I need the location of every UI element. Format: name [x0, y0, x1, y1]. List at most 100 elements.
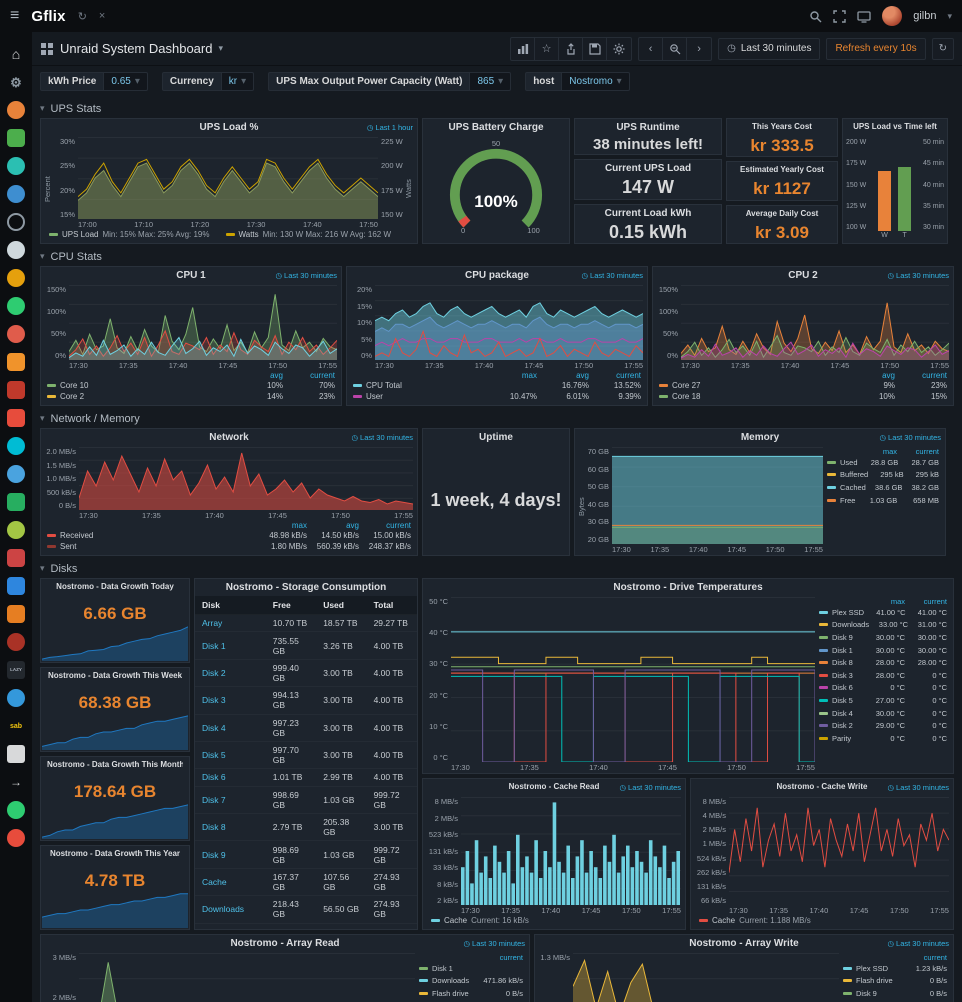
column-header[interactable]: Disk [195, 596, 266, 615]
memory-chart[interactable] [612, 447, 823, 544]
panel-time-override[interactable]: ◷ Last 30 minutes [884, 783, 949, 792]
template-variable[interactable]: host Nostromo ▾ [525, 71, 630, 91]
panel-title[interactable]: UPS Battery Charge [448, 122, 544, 133]
refresh-icon[interactable]: ↻ [77, 10, 87, 23]
bar[interactable]: T [898, 139, 912, 241]
legend-item[interactable]: Disk 5 27.00 °C 0 °C [819, 694, 947, 707]
panel-title[interactable]: Nostromo - Cache Write [776, 782, 868, 791]
settings-icon[interactable]: ⚙ [10, 74, 22, 90]
legend-item[interactable]: Used 28.8 GB 28.7 GB [827, 456, 939, 469]
star-button[interactable]: ☆ [535, 37, 560, 60]
table-row[interactable]: Disk 1 735.55 GB 3.26 TB 4.00 TB [195, 632, 417, 659]
legend-item[interactable]: Downloads 471.86 kB/s [419, 975, 523, 988]
panel-title[interactable]: CPU 2 [788, 270, 818, 281]
zoom-out-button[interactable] [663, 37, 688, 60]
array-read-chart[interactable] [79, 953, 415, 1002]
table-row[interactable]: Downloads 218.43 GB 56.50 GB 274.93 GB [195, 896, 417, 923]
panel-title[interactable]: Nostromo - Array Read [230, 938, 340, 949]
app-icon-17[interactable] [7, 577, 25, 595]
legend-item[interactable]: UPS Load Min: 15% Max: 25% Avg: 19% [49, 230, 210, 239]
app-icon-5[interactable] [7, 241, 25, 259]
table-row[interactable]: Disk 5 997.70 GB 3.00 TB 4.00 TB [195, 741, 417, 768]
legend-item[interactable]: Disk 1 30.00 °C 30.00 °C [819, 644, 947, 657]
panel-title[interactable]: This Years Cost [752, 122, 812, 131]
legend-item[interactable]: Free 1.03 GB 658 MB [827, 494, 939, 507]
avatar[interactable] [882, 6, 903, 26]
legend-item[interactable]: Received 48.98 kB/s 14.50 kB/s 15.00 kB/s [47, 530, 411, 541]
panel-title[interactable]: Nostromo - Data Growth This Week [47, 671, 183, 680]
legend-item[interactable]: Flash drive 0 B/s [843, 975, 947, 988]
panel-title[interactable]: Current Load kWh [604, 207, 692, 219]
app-icon-13[interactable] [7, 465, 25, 483]
app-icon-11[interactable] [7, 409, 25, 427]
app-icon-19[interactable] [7, 633, 25, 651]
table-row[interactable]: Array 10.70 TB 18.57 TB 29.27 TB [195, 615, 417, 632]
panel-time-override[interactable]: ◷ Last 30 minutes [876, 433, 941, 442]
panel-title[interactable]: Nostromo - Data Growth Today [56, 582, 174, 591]
legend-item[interactable]: Buffered 295 kB 295 kB [827, 469, 939, 482]
lazy-icon[interactable]: LAZY [7, 661, 25, 679]
legend-item[interactable]: Core 18 10% 15% [659, 391, 947, 402]
cycle-view-button[interactable] [511, 37, 536, 60]
legend-item[interactable]: Disk 9 30.00 °C 30.00 °C [819, 631, 947, 644]
legend-item[interactable]: Disk 2 29.00 °C 0 °C [819, 719, 947, 732]
panel-title[interactable]: Average Daily Cost [745, 208, 819, 218]
row-header-ups-stats[interactable]: ▾ UPS Stats [40, 102, 102, 115]
column-header[interactable]: Total [366, 596, 417, 615]
fullscreen-icon[interactable] [833, 9, 846, 23]
share-button[interactable] [559, 37, 584, 60]
logout-icon[interactable]: → [10, 775, 22, 789]
panel-title[interactable]: Estimated Yearly Cost [740, 165, 824, 175]
panel-title[interactable]: Uptime [479, 432, 513, 443]
column-header[interactable]: Free [265, 596, 317, 615]
legend-item[interactable]: User 10.47% 6.01% 9.39% [353, 391, 641, 402]
time-range-picker[interactable]: ◷ Last 30 minutes [718, 37, 821, 60]
panel-title[interactable]: Nostromo - Data Growth This Month [47, 760, 183, 769]
cpu1-chart[interactable] [69, 285, 337, 360]
panel-title[interactable]: UPS Runtime [616, 122, 680, 133]
panel-title[interactable]: CPU 1 [176, 270, 206, 281]
app-icon-1[interactable] [7, 101, 25, 119]
app-icon-16[interactable] [7, 549, 25, 567]
cpu-package-chart[interactable] [375, 285, 643, 360]
panel-time-override[interactable]: ◷ Last 30 minutes [578, 271, 643, 280]
legend-item[interactable]: Plex SSD 1.23 kB/s [843, 962, 947, 975]
cpu2-chart[interactable] [681, 285, 949, 360]
app-icon-10[interactable] [7, 381, 25, 399]
app-icon-12[interactable] [7, 437, 25, 455]
save-button[interactable] [583, 37, 608, 60]
table-row[interactable]: Disk 3 994.13 GB 3.00 TB 4.00 TB [195, 687, 417, 714]
legend-item[interactable]: Cache Current: 16 kB/s [431, 916, 529, 925]
panel-title[interactable]: Nostromo - Cache Read [508, 782, 600, 791]
table-row[interactable]: Disk 9 998.69 GB 1.03 GB 999.72 GB [195, 841, 417, 868]
dashboard-grid-icon[interactable] [40, 42, 54, 56]
template-variable[interactable]: Currency kr ▾ [161, 71, 255, 91]
panel-title[interactable]: Memory [740, 432, 780, 443]
column-header[interactable]: Used [316, 596, 367, 615]
refresh-interval-picker[interactable]: Refresh every 10s [826, 37, 926, 60]
panel-time-override[interactable]: ◷ Last 1 hour [363, 123, 413, 132]
panel-time-override[interactable]: ◷ Last 30 minutes [272, 271, 337, 280]
app-icon-3[interactable] [7, 157, 25, 175]
app-icon-4[interactable] [7, 185, 25, 203]
row-header-disks[interactable]: ▾ Disks [40, 562, 78, 575]
panel-title[interactable]: Nostromo - Array Write [689, 938, 799, 949]
app-icon-22[interactable] [7, 801, 25, 819]
panel-time-override[interactable]: ◷ Last 30 minutes [884, 271, 949, 280]
table-row[interactable]: Disk 6 1.01 TB 2.99 TB 4.00 TB [195, 769, 417, 786]
legend-item[interactable]: Disk 8 28.00 °C 28.00 °C [819, 656, 947, 669]
panel-title[interactable]: UPS Load % [199, 122, 259, 133]
legend-item[interactable]: Parity 0 °C 0 °C [819, 732, 947, 745]
user-caret-icon[interactable]: ▾ [947, 10, 952, 21]
home-icon[interactable]: ⌂ [11, 46, 21, 62]
ups-load-chart[interactable] [78, 137, 378, 219]
app-icon-14[interactable] [7, 493, 25, 511]
app-icon-15[interactable] [7, 521, 25, 539]
legend-item[interactable]: Cache Current: 1.188 MB/s [699, 916, 811, 925]
dashboard-caret-icon[interactable]: ▾ [218, 43, 223, 53]
legend-item[interactable]: Core 27 9% 23% [659, 380, 947, 391]
panel-time-override[interactable]: ◷ Last 30 minutes [348, 433, 413, 442]
panel-time-override[interactable]: ◷ Last 30 minutes [884, 939, 949, 948]
